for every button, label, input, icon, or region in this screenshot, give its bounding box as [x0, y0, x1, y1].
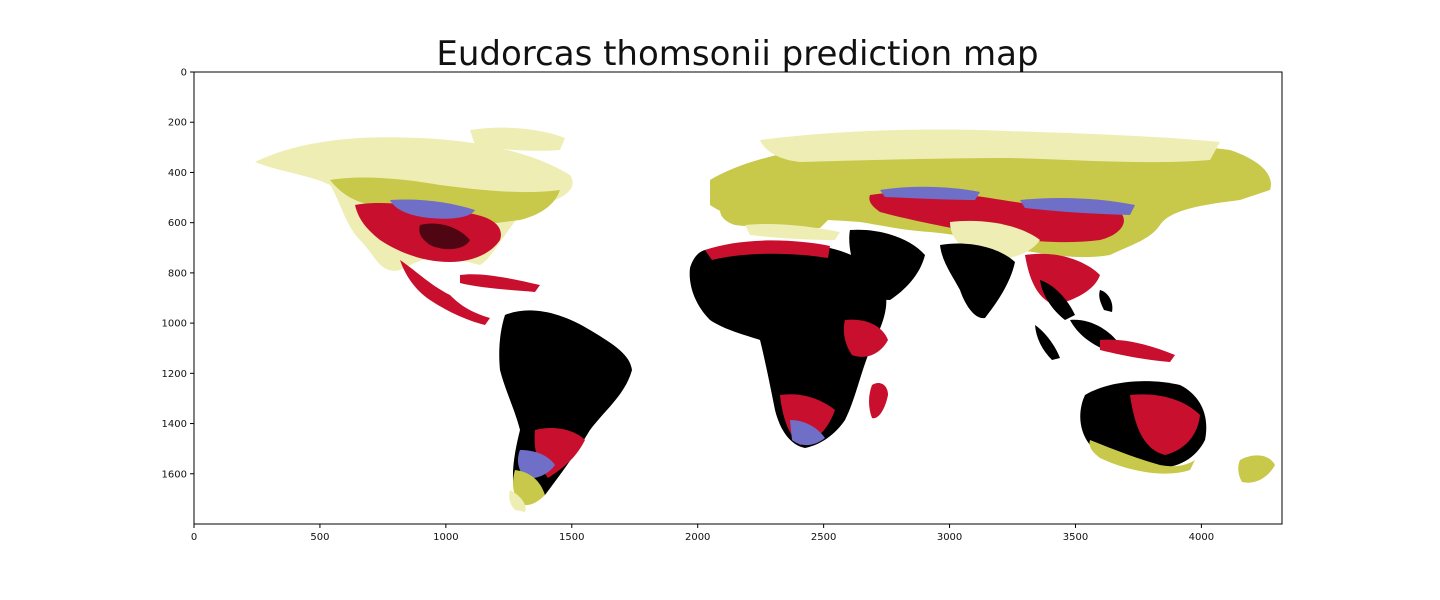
eurasia-region	[710, 129, 1271, 260]
plot-frame	[193, 71, 1283, 525]
x-tick-label: 2000	[685, 532, 710, 543]
y-tick-label: 1600	[162, 469, 187, 480]
y-tick-label: 400	[168, 168, 187, 179]
y-tick-label: 0	[181, 68, 187, 79]
x-tick-label: 3000	[937, 532, 962, 543]
y-tick-label: 1400	[162, 419, 187, 430]
australia-region	[1080, 381, 1275, 483]
y-tick-label: 200	[168, 118, 187, 129]
north-america-region	[255, 137, 573, 325]
africa-region	[689, 240, 888, 448]
y-axis: 0 200 400 600 800 1000 1200 1400 1600	[162, 68, 194, 480]
x-axis: 0 500 1000 1500 2000 2500 3000 3500 4000	[191, 524, 1214, 543]
x-tick-label: 500	[310, 532, 329, 543]
x-tick-label: 1500	[559, 532, 584, 543]
y-tick-label: 600	[168, 218, 187, 229]
y-tick-label: 800	[168, 268, 187, 279]
y-tick-label: 1200	[162, 369, 187, 380]
x-tick-label: 0	[191, 532, 197, 543]
south-america-region	[499, 310, 632, 512]
south-asia-region	[849, 229, 1175, 362]
x-tick-label: 3500	[1063, 532, 1088, 543]
arctic-region	[470, 127, 565, 151]
map-title: Eudorcas thomsonii prediction map	[436, 34, 1039, 74]
x-tick-label: 1000	[433, 532, 458, 543]
x-tick-label: 4000	[1189, 532, 1214, 543]
y-tick-label: 1000	[162, 319, 187, 330]
x-tick-label: 2500	[811, 532, 836, 543]
world-prediction-raster	[255, 127, 1275, 512]
